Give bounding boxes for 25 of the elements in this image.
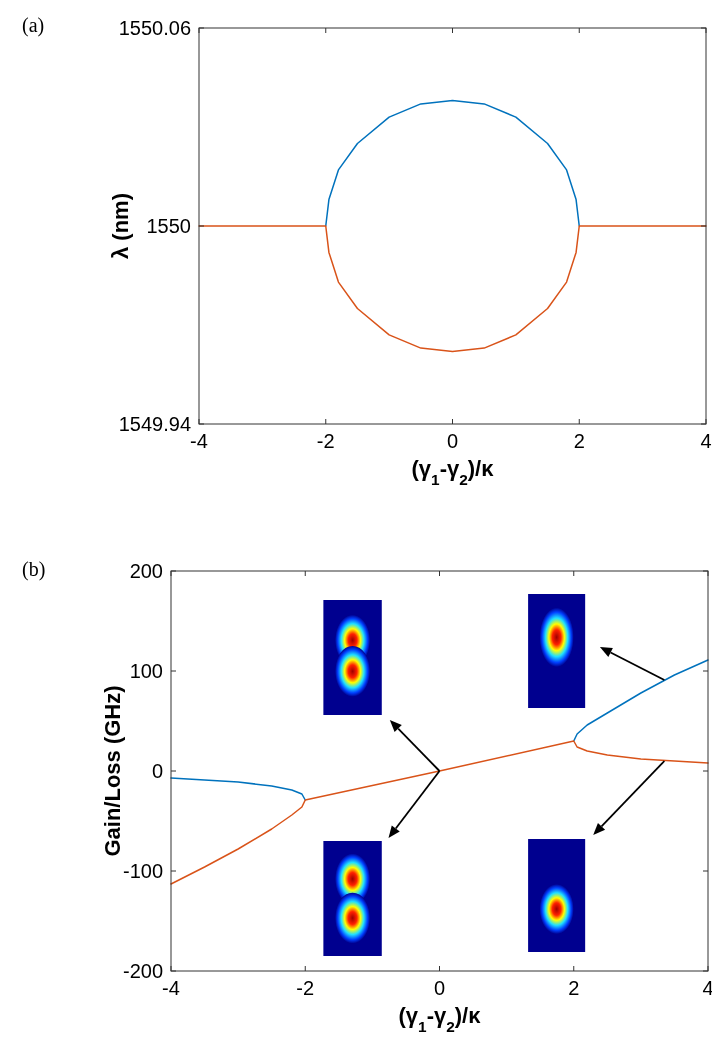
chart-title: (b)	[22, 558, 46, 581]
y-tick-label: -200	[122, 960, 163, 982]
line-series	[325, 99, 580, 227]
y-tick-label: 200	[129, 560, 163, 582]
y-axis-title: Gain/Loss (GHz)	[100, 685, 125, 857]
x-tick-label: 2	[568, 977, 580, 999]
y-tick-label: 100	[129, 660, 163, 682]
x-tick-label: 0	[446, 430, 459, 452]
y-axis-title: λ (nm)	[108, 193, 133, 259]
y-tick-label: 1550	[146, 215, 191, 237]
x-tick-label: 4	[700, 430, 712, 452]
x-axis-title: (γ$_{1}$-γ$_{2}$)/κ	[411, 456, 495, 488]
x-axis-title: (γ$_{1}$-γ$_{2}$)/κ	[398, 1003, 482, 1035]
x-tick-label: 2	[573, 430, 585, 452]
y-tick-label: 1550.06	[118, 17, 191, 39]
x-tick-label: 0	[433, 977, 446, 999]
x-tick-label: -2	[296, 977, 315, 999]
x-tick-label: -2	[316, 430, 335, 452]
line-series	[170, 740, 709, 885]
y-tick-label: 1549.94	[118, 413, 191, 435]
text: (a)	[22, 14, 45, 37]
y-tick-label: 0	[151, 760, 163, 782]
x-tick-label: -4	[190, 430, 208, 452]
x-tick-label: -4	[162, 977, 180, 999]
y-tick-label: -100	[122, 860, 163, 882]
